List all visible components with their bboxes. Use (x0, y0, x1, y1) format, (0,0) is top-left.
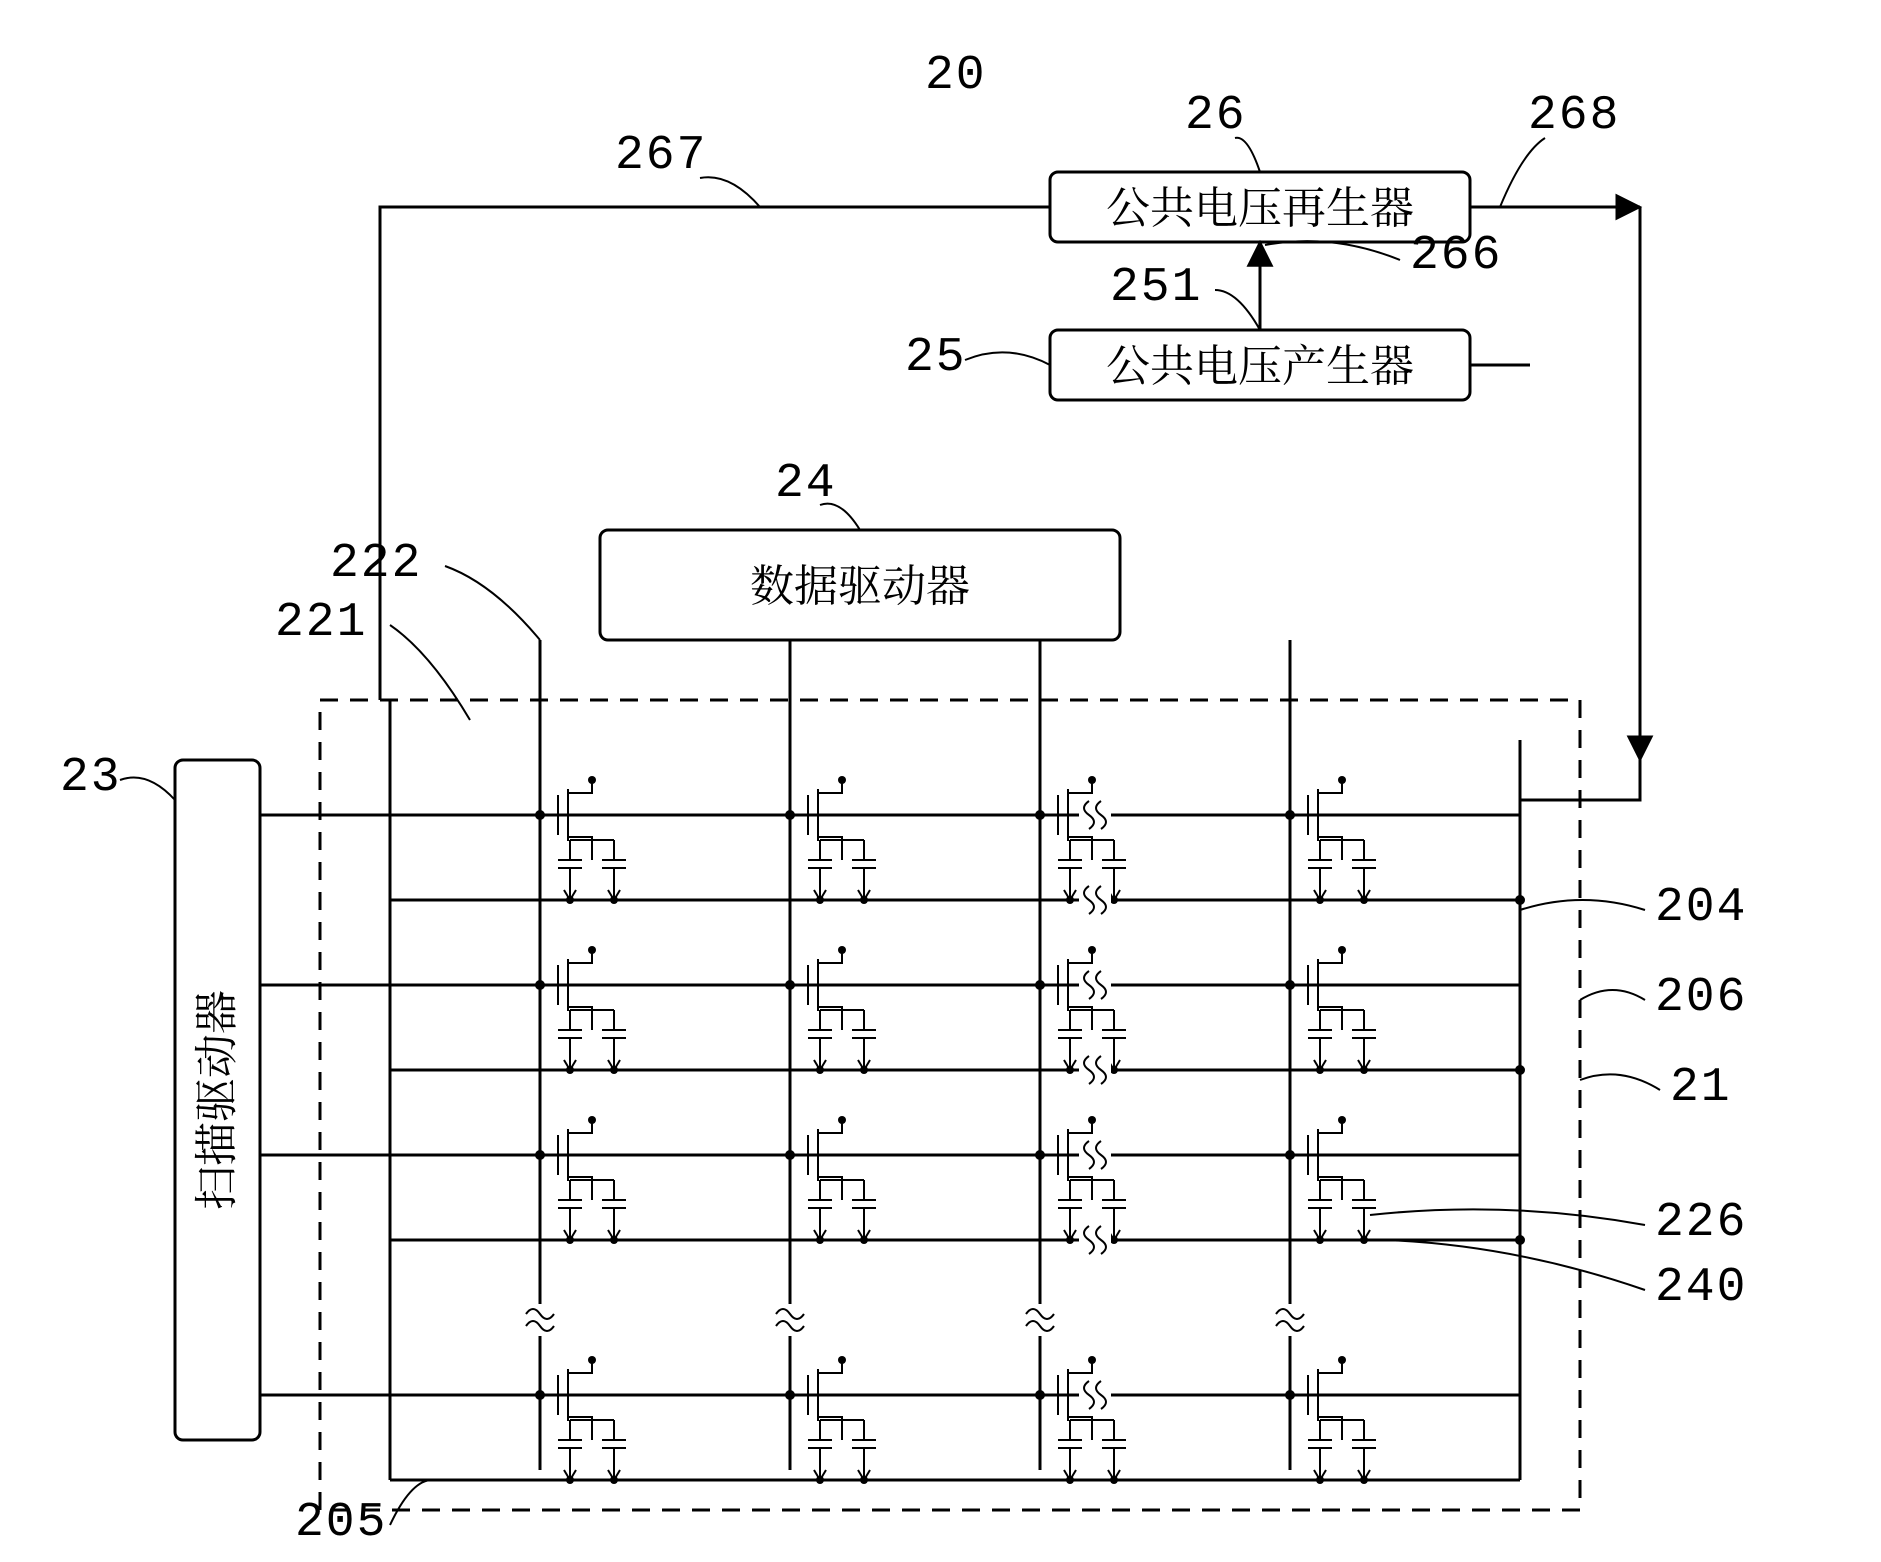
ref-label: 206 (1655, 971, 1747, 1025)
pixel-cell (1285, 1116, 1376, 1244)
ref-label: 21 (1670, 1061, 1732, 1115)
block-label: 公共电压再生器 (1106, 172, 1414, 236)
pixel-cell (1285, 1356, 1376, 1484)
ref-label: 267 (615, 129, 707, 183)
pixel-cell (535, 946, 626, 1074)
leader-line (1580, 990, 1645, 1000)
leader-line (1370, 1209, 1645, 1225)
leader-line (1500, 138, 1545, 207)
pixel-cell (785, 1356, 876, 1484)
block-label: 公共电压产生器 (1106, 330, 1414, 394)
pixel-cell (1035, 946, 1126, 1074)
pixel-cell (785, 946, 876, 1074)
leader-line (445, 566, 540, 640)
break-mark (526, 1304, 554, 1336)
pixel-cell (535, 1116, 626, 1244)
break-mark (1079, 801, 1111, 829)
ref-label: 240 (1655, 1261, 1747, 1315)
ref-label: 268 (1528, 89, 1620, 143)
pixel-cell (1285, 946, 1376, 1074)
pixel-cell (1035, 1116, 1126, 1244)
leader-line (120, 778, 175, 801)
pixel-cell (535, 776, 626, 904)
break-mark (1079, 1226, 1111, 1254)
leader-line (390, 1480, 430, 1525)
leader-line (1215, 290, 1260, 330)
leader-line (700, 177, 760, 207)
ref-label: 204 (1655, 881, 1747, 935)
leader-line (1580, 1074, 1660, 1090)
break-mark (776, 1304, 804, 1336)
ref-label: 266 (1410, 229, 1502, 283)
ref-label: 222 (330, 537, 422, 591)
ref-label: 25 (905, 331, 967, 385)
ref-label: 251 (1110, 261, 1202, 315)
pixel-cell (1035, 1356, 1126, 1484)
break-mark (1026, 1304, 1054, 1336)
block-label: 数据驱动器 (750, 550, 970, 614)
ref-label: 26 (1185, 89, 1247, 143)
leader-line (965, 352, 1050, 365)
com-node (1515, 895, 1525, 905)
break-mark (1079, 1056, 1111, 1084)
pixel-cell (785, 1116, 876, 1244)
break-mark (1079, 886, 1111, 914)
pixel-cell (1285, 776, 1376, 904)
leader-line (1520, 900, 1645, 910)
ref-label: 24 (775, 457, 837, 511)
com-node (1515, 1065, 1525, 1075)
pixel-cell (785, 776, 876, 904)
pixel-cell (535, 1356, 626, 1484)
com-node (1515, 1235, 1525, 1245)
break-mark (1079, 1141, 1111, 1169)
leader-line (390, 625, 470, 720)
ref-label: 205 (295, 1496, 387, 1550)
block-label: 扫描驱动器 (181, 990, 245, 1210)
ref-label: 20 (925, 49, 987, 103)
display-panel-outline (320, 700, 1580, 1510)
ref-label: 221 (275, 596, 367, 650)
leader-line (1265, 241, 1400, 260)
ref-label: 226 (1655, 1196, 1747, 1250)
pixel-cell (1035, 776, 1126, 904)
break-mark (1079, 1381, 1111, 1409)
break-mark (1079, 971, 1111, 999)
leader-line (1385, 1240, 1645, 1290)
break-mark (1276, 1304, 1304, 1336)
ref-label: 23 (60, 751, 122, 805)
